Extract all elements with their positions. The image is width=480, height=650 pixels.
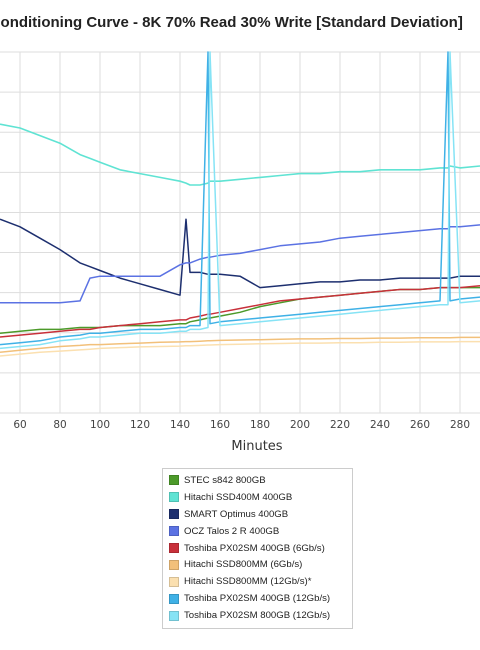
chart-title: Preconditioning Curve - 8K 70% Read 30% … [0,14,480,34]
legend-item[interactable]: Hitachi SSD800MM (6Gb/s) [169,556,352,573]
series-lines [0,51,480,357]
series-line [0,123,480,186]
legend-item[interactable]: Toshiba PX02SM 400GB (6Gb/s) [169,540,352,557]
legend-label: Toshiba PX02SM 400GB (6Gb/s) [184,542,325,554]
x-tick-label: 260 [410,419,430,431]
legend-label: Hitachi SSD800MM (12Gb/s)* [184,576,312,588]
series-line [0,336,480,353]
x-tick-label: 140 [170,419,190,431]
x-tick-label: 160 [210,419,230,431]
legend-swatch [169,526,179,537]
x-tick-label: 280 [450,419,470,431]
legend-swatch [169,509,179,520]
legend-item[interactable]: Hitachi SSD400M 400GB [169,489,352,506]
series-line [0,286,480,334]
legend-label: Hitachi SSD400M 400GB [184,491,293,503]
x-tick-label: 200 [290,419,310,431]
series-line [0,224,480,304]
legend-swatch [169,576,179,587]
legend-swatch [169,475,179,486]
legend-label: Toshiba PX02SM 400GB (12Gb/s) [184,593,331,605]
legend-item[interactable]: SMART Optimus 400GB [169,506,352,523]
legend-swatch [169,492,179,503]
legend-label: OCZ Talos 2 R 400GB [184,525,280,537]
x-tick-label: 220 [330,419,350,431]
legend-item[interactable]: Hitachi SSD800MM (12Gb/s)* [169,573,352,590]
x-tick-label: 180 [250,419,270,431]
series-line [0,51,480,346]
x-tick-label: 60 [13,419,26,431]
legend-item[interactable]: OCZ Talos 2 R 400GB [169,523,352,540]
x-tick-label: 240 [370,419,390,431]
x-tick-label: 100 [90,419,110,431]
series-line [0,51,480,350]
x-tick-label: 80 [53,419,66,431]
legend-label: Hitachi SSD800MM (6Gb/s) [184,559,303,571]
chart-title-text: Preconditioning Curve - 8K 70% Read 30% … [0,14,463,31]
legend-swatch [169,559,179,570]
legend-swatch [169,610,179,621]
legend-swatch [169,543,179,553]
gridlines [0,51,480,414]
series-line [0,340,480,357]
legend-item[interactable]: Toshiba PX02SM 800GB (12Gb/s) [169,607,352,624]
x-axis-label: Minutes [231,439,283,454]
x-tick-labels: 60 80 100 120 140 160 180 200 220 240 260 280 [13,419,470,431]
legend-label: Toshiba PX02SM 800GB (12Gb/s) [184,610,331,622]
legend-swatch [169,593,179,604]
legend-item[interactable]: STEC s842 800GB [169,472,352,489]
series-line [0,218,480,296]
x-tick-label: 120 [130,419,150,431]
legend-label: SMART Optimus 400GB [184,508,289,520]
legend: STEC s842 800GB Hitachi SSD400M 400GB SMAR… [162,468,353,630]
plot-area: 60 80 100 120 140 160 180 200 220 240 260 280 [0,51,480,431]
legend-label: STEC s842 800GB [184,474,266,486]
series-line [0,284,480,338]
legend-item[interactable]: Toshiba PX02SM 400GB (12Gb/s) [169,590,352,607]
